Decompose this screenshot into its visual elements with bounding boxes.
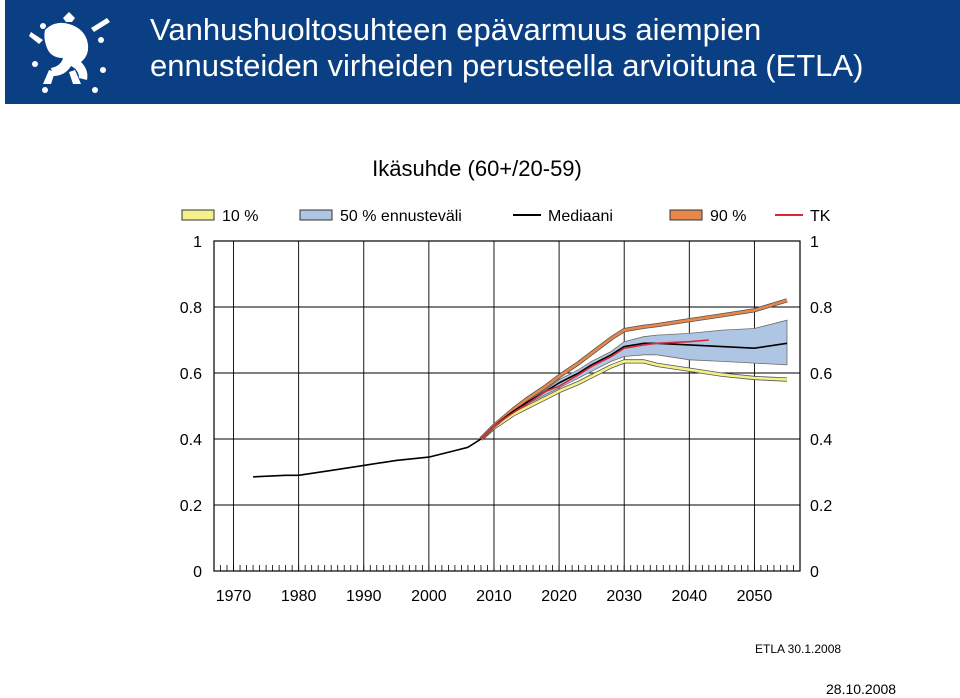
slide-title-line-2: ennusteiden virheiden perusteella arvioi… (150, 48, 864, 83)
y-tick-label-left: 1 (193, 234, 202, 251)
series-line-tk (480, 339, 709, 440)
y-tick-label-right: 0.4 (810, 432, 832, 449)
x-tick-label: 2030 (606, 588, 642, 605)
legend-50-swatch (299, 209, 333, 221)
series-line-90 (480, 299, 788, 440)
age-ratio-chart: Ikäsuhde (60+/20-59) 1970 1980 1990 2000 2010… (180, 156, 833, 605)
x-tick-label: 1970 (216, 588, 252, 605)
chart-title: Ikäsuhde (60+/20-59) (372, 156, 582, 181)
y-tick-label-left: 0 (193, 564, 202, 581)
source-note: ETLA 30.1.2008 (755, 642, 842, 656)
legend-90-swatch (669, 209, 703, 221)
y-tick-label-right: 1 (810, 234, 819, 251)
legend-tk-label: TK (810, 208, 831, 225)
x-tick-label: 2050 (737, 588, 773, 605)
legend-90-label: 90 % (710, 208, 746, 225)
x-tick-label: 2020 (541, 588, 577, 605)
plot-area (213, 240, 801, 572)
y-tick-label-left: 0.8 (180, 300, 202, 317)
slide-title-line-1: Vanhushuoltosuhteen epävarmuus aiempien (150, 12, 762, 47)
y-tick-label-right: 0 (810, 564, 819, 581)
x-tick-label: 2040 (672, 588, 708, 605)
y-tick-label-right: 0.8 (810, 300, 832, 317)
coat-of-arms-logo (5, 0, 133, 104)
y-tick-label-right: 0.2 (810, 498, 832, 515)
slide-title: Vanhushuoltosuhteen epävarmuus aiempien … (150, 12, 950, 84)
legend-10-swatch (181, 209, 215, 221)
x-tick-label: 1990 (346, 588, 382, 605)
x-tick-label: 2000 (411, 588, 447, 605)
y-tick-label-left: 0.4 (180, 432, 202, 449)
y-tick-label-right: 0.6 (810, 366, 832, 383)
slide-date: 28.10.2008 (826, 681, 897, 697)
series-line-10 (480, 360, 788, 440)
legend-50-label: 50 % ennusteväli (340, 208, 462, 225)
slide-header: Vanhushuoltosuhteen epävarmuus aiempien … (5, 0, 960, 104)
x-tick-label: 1980 (281, 588, 317, 605)
legend-median-label: Mediaani (548, 208, 613, 225)
y-tick-label-left: 0.6 (180, 366, 202, 383)
series-band-50 (480, 319, 788, 440)
legend-10-label: 10 % (222, 208, 258, 225)
y-tick-label-left: 0.2 (180, 498, 202, 515)
x-tick-label: 2010 (476, 588, 512, 605)
